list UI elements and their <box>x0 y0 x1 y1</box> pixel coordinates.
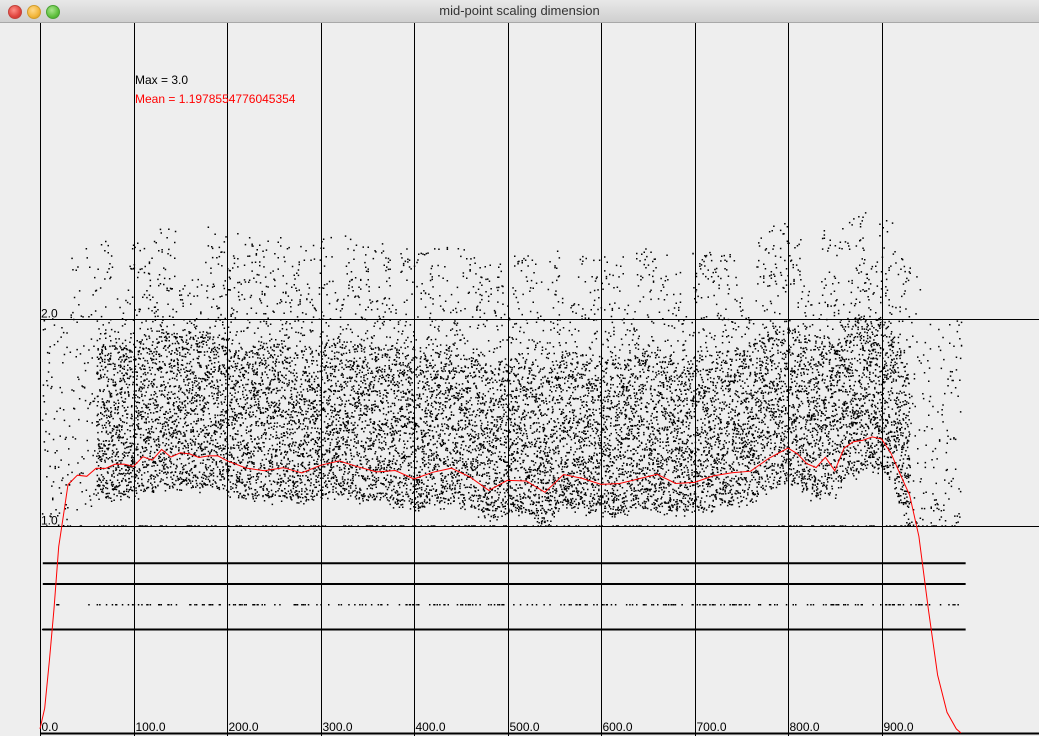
mean-annotation: Mean = 1.1978554776045354 <box>135 92 296 106</box>
y-tick-label: 2.0 <box>41 307 58 321</box>
x-tick-label: 600.0 <box>603 720 633 734</box>
minimize-window-button[interactable] <box>27 5 41 19</box>
grid-layer <box>40 23 1039 736</box>
x-tick-label: 400.0 <box>416 720 446 734</box>
zoom-window-button[interactable] <box>46 5 60 19</box>
y-tick-label: 1.0 <box>41 514 58 528</box>
mean-line-layer <box>39 436 962 734</box>
x-tick-label: 900.0 <box>884 720 914 734</box>
x-tick-label: 300.0 <box>323 720 353 734</box>
x-tick-label: 100.0 <box>136 720 166 734</box>
scatter-points <box>41 212 966 631</box>
mean-line <box>39 436 962 734</box>
x-tick-label: 500.0 <box>510 720 540 734</box>
x-tick-label: 200.0 <box>229 720 259 734</box>
max-annotation: Max = 3.0 <box>135 73 188 87</box>
x-tick-label: 0.0 <box>42 720 59 734</box>
scaling-dimension-chart: 0.0 100.0 200.0 300.0 400.0 500.0 600.0 700.0 80… <box>39 23 1039 736</box>
x-tick-label: 800.0 <box>790 720 820 734</box>
x-tick-label: 700.0 <box>697 720 727 734</box>
title-bar: mid-point scaling dimension <box>0 0 1039 23</box>
window-title: mid-point scaling dimension <box>439 3 600 18</box>
close-window-button[interactable] <box>8 5 22 19</box>
scatter-point-cloud <box>41 212 963 631</box>
tick-labels: 0.0 100.0 200.0 300.0 400.0 500.0 600.0 700.0 80… <box>41 307 914 735</box>
